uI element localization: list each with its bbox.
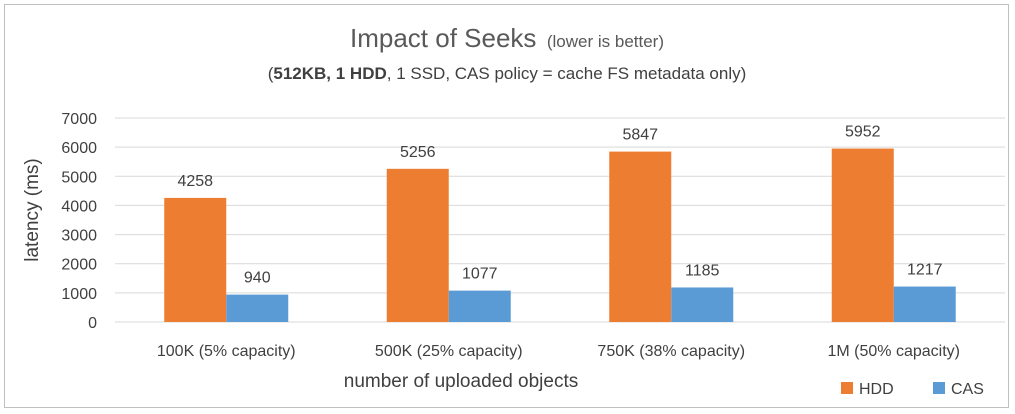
y-axis-label: latency (ms)	[22, 158, 43, 261]
legend-swatch-cas	[933, 382, 945, 394]
y-tick-7000: 7000	[61, 111, 97, 128]
x-tick-2: 750K (38% capacity)	[597, 343, 745, 360]
subtitle-part-1: 512KB, 1 HDD	[273, 64, 386, 83]
legend-label-cas: CAS	[951, 381, 984, 398]
bar-cas-1	[448, 290, 511, 322]
data-label-hdd-3: 5952	[845, 124, 881, 141]
data-label-cas-3: 1217	[907, 262, 943, 279]
bar-cas-0	[226, 294, 289, 322]
y-tick-1000: 1000	[61, 286, 97, 303]
x-axis-ticks: 100K (5% capacity) 500K (25% capacity) 750…	[157, 343, 960, 360]
chart-title: Impact of Seeks (lower is better)	[350, 23, 664, 53]
data-label-hdd-1: 5256	[400, 144, 436, 161]
y-axis-ticks: 0 1000 2000 3000 4000 5000 6000 7000	[61, 111, 97, 332]
subtitle-part-2: , 1 SSD, CAS policy = cache FS metadata …	[387, 64, 747, 83]
data-label-cas-1: 1077	[462, 266, 498, 283]
chart-title-main: Impact of Seeks	[350, 23, 536, 53]
data-label-cas-2: 1185	[685, 262, 720, 279]
data-label-hdd-2: 5847	[622, 127, 658, 144]
legend-swatch-hdd	[841, 382, 853, 394]
y-tick-4000: 4000	[61, 198, 97, 215]
bar-hdd-3	[831, 148, 894, 322]
bar-hdd-2	[609, 151, 672, 322]
y-tick-6000: 6000	[61, 140, 97, 157]
y-tick-3000: 3000	[61, 228, 97, 245]
chart-frame: Impact of Seeks (lower is better) (512KB…	[4, 4, 1009, 408]
x-tick-1: 500K (25% capacity)	[375, 343, 523, 360]
x-tick-3: 1M (50% capacity)	[828, 343, 961, 360]
chart-subtitle: (512KB, 1 HDD, 1 SSD, CAS policy = cache…	[268, 64, 747, 83]
legend-label-hdd: HDD	[859, 381, 894, 398]
bar-hdd-0	[164, 197, 227, 322]
bar-chart: Impact of Seeks (lower is better) (512KB…	[22, 23, 1005, 398]
y-tick-5000: 5000	[61, 169, 97, 186]
y-tick-0: 0	[88, 315, 97, 332]
bar-cas-3	[893, 286, 956, 322]
bar-cas-2	[671, 287, 734, 322]
bars	[164, 148, 956, 322]
subtitle-part-0: (	[268, 64, 274, 83]
data-label-cas-0: 940	[244, 270, 271, 287]
x-tick-0: 100K (5% capacity)	[157, 343, 296, 360]
data-labels: 4258 940 5256 1077 5847 1185 5952 1217	[177, 124, 942, 287]
bar-hdd-1	[386, 168, 449, 322]
data-label-hdd-0: 4258	[177, 173, 213, 190]
chart-title-note: (lower is better)	[547, 32, 664, 51]
x-axis-label: number of uploaded objects	[344, 371, 579, 392]
legend: HDD CAS	[841, 381, 984, 398]
y-tick-2000: 2000	[61, 257, 97, 274]
